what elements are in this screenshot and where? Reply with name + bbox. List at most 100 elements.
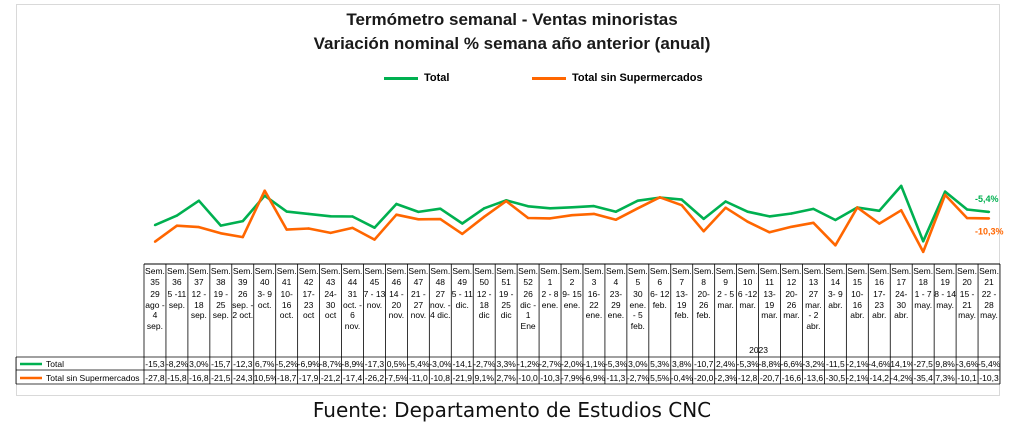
table-value-cell: -10,3 xyxy=(540,373,560,383)
series-0-point-8 xyxy=(329,215,332,218)
table-date-header: 8 - 14 may. xyxy=(934,289,956,310)
table-value-cell: -3,0% xyxy=(429,359,452,369)
table-value-cell: -8,9% xyxy=(341,359,364,369)
table-value-cell: -1,1% xyxy=(582,359,605,369)
series-0-point-35 xyxy=(922,240,925,243)
table-date-header: 17- 23 oct xyxy=(302,289,315,321)
table-value-cell: -15,3 xyxy=(145,359,165,369)
legend-item-sin-super: Total sin Supermercados xyxy=(532,72,703,84)
series-0-point-7 xyxy=(307,212,310,216)
chart-subtitle: Variación nominal % semana año anterior … xyxy=(313,34,711,53)
table-week-header: Sem. 14 xyxy=(825,266,846,287)
table-week-header: Sem. 40 xyxy=(254,266,275,287)
table-value-cell: -11,0 xyxy=(408,373,428,383)
table-date-header: 7 - 13 nov. xyxy=(363,289,386,310)
table-value-cell: 7,3% xyxy=(935,373,955,383)
series-0-point-17 xyxy=(526,205,530,208)
table-week-header: Sem. 48 xyxy=(430,266,451,287)
table-week-header: Sem. 6 xyxy=(649,266,670,287)
table-week-header: Sem. 44 xyxy=(342,266,363,287)
table-week-header: Sem. 2 xyxy=(562,266,582,287)
series-0-point-10 xyxy=(373,226,376,229)
series-0-point-11 xyxy=(395,202,398,206)
series-0-point-36 xyxy=(943,190,947,193)
table-value-cell: -2,0% xyxy=(561,359,583,369)
table-date-header: 2 - 5 mar. xyxy=(717,289,735,310)
series-1-point-17 xyxy=(526,216,530,220)
table-date-header: 2 - 8 ene. xyxy=(541,289,559,310)
series-1-point-2 xyxy=(197,225,201,229)
table-date-header: 10- 16 abr. xyxy=(850,289,865,321)
series-0-point-15 xyxy=(483,207,486,210)
table-date-header: 24- 30 oct xyxy=(324,289,337,321)
series-1-point-21 xyxy=(614,218,618,221)
series-1-point-10 xyxy=(373,238,376,241)
table-value-cell: -10,3 xyxy=(979,373,999,383)
table-date-header: 10- 16 oct. xyxy=(279,289,294,321)
table-value-cell: -2,7% xyxy=(539,359,561,369)
table-date-header: 20- 26 feb. xyxy=(696,289,711,321)
table-value-cell: -10,0 xyxy=(518,373,538,383)
table-value-cell: -3,6% xyxy=(956,359,979,369)
table-value-cell: -12,3 xyxy=(233,359,253,369)
series-1-point-35 xyxy=(922,250,925,254)
table-row-name-1: Total sin Supermercados xyxy=(46,373,140,383)
table-value-cell: -6,6% xyxy=(780,359,803,369)
series-1-point-33 xyxy=(878,222,881,225)
series-1-point-20 xyxy=(592,212,596,216)
series-0-point-25 xyxy=(702,217,705,221)
table-week-header: Sem. 37 xyxy=(188,266,209,287)
series-1-point-34 xyxy=(900,209,903,212)
table-date-header: 6 -12 mar. xyxy=(737,289,758,310)
table-value-cell: 2,7% xyxy=(496,373,516,383)
table-value-cell: -2,7% xyxy=(473,359,496,369)
series-0-point-1 xyxy=(175,214,179,217)
table-value-cell: -27,5 xyxy=(913,359,933,369)
table-week-header: Sem. 35 xyxy=(145,266,165,287)
table-week-header: Sem. 16 xyxy=(869,266,890,287)
table-value-cell: -5,3% xyxy=(604,359,627,369)
table-value-cell: -21,5 xyxy=(211,373,231,383)
series-0-point-27 xyxy=(746,210,749,213)
table-year-label: 2023 xyxy=(749,345,769,355)
series-1-point-37 xyxy=(965,216,969,220)
table-value-cell: -27,8 xyxy=(145,373,165,383)
table-value-cell: -10,7 xyxy=(693,359,714,369)
series-1-point-31 xyxy=(834,244,837,247)
series-1-point-18 xyxy=(548,217,552,220)
table-week-header: Sem. 50 xyxy=(474,266,495,287)
series-0-point-30 xyxy=(812,207,815,211)
table-date-header: 13- 19 feb. xyxy=(674,289,689,321)
table-week-header: Sem. 15 xyxy=(847,266,868,287)
series-0-point-22 xyxy=(636,199,639,202)
series-1-end-label: -10,3% xyxy=(975,226,1004,236)
table-date-header: 27 nov. - 4 dic. xyxy=(429,289,451,321)
table-week-header: Sem. 42 xyxy=(298,266,319,287)
series-1-point-26 xyxy=(724,206,727,209)
chart-frame xyxy=(16,4,1000,396)
table-value-cell: -2,7% xyxy=(626,373,649,383)
series-0-point-21 xyxy=(614,210,618,213)
table-value-cell: -8,8% xyxy=(758,359,781,369)
table-value-cell: -3,2% xyxy=(802,359,825,369)
table-date-header: 1 - 7 may. xyxy=(914,289,933,310)
table-value-cell: 3,3% xyxy=(496,359,516,369)
table-value-cell: -21,9 xyxy=(452,373,472,383)
table-date-header: 27 mar. - 2 abr. xyxy=(805,289,822,331)
series-1-point-15 xyxy=(483,215,486,218)
series-0-point-2 xyxy=(197,199,201,202)
series-1-point-6 xyxy=(285,228,288,231)
table-week-header: Sem. 41 xyxy=(276,266,297,287)
table-value-cell: -26,2 xyxy=(364,373,385,383)
table-value-cell: -30,5 xyxy=(825,373,846,383)
chart-title: Termómetro semanal - Ventas minoristas xyxy=(346,10,678,29)
series-0-point-4 xyxy=(241,219,244,223)
series-0-point-26 xyxy=(724,200,727,203)
series-line-1 xyxy=(154,189,990,254)
table-week-header: Sem. 43 xyxy=(320,266,341,287)
table-week-header: Sem. 39 xyxy=(232,266,253,287)
table-value-cell: -8,2% xyxy=(165,359,188,369)
table-date-header: 16- 22 ene. xyxy=(585,289,603,321)
table-value-cell: -24,3 xyxy=(233,373,253,383)
